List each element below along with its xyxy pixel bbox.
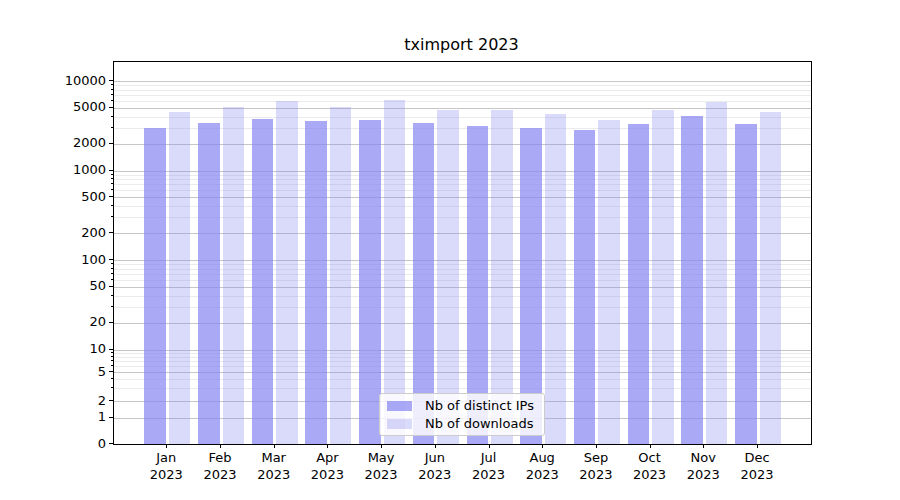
bar-distinct-ips-nov xyxy=(681,116,703,444)
y-minor-tick-mark xyxy=(111,306,114,307)
x-tick-mark xyxy=(274,444,275,448)
y-minor-tick-mark xyxy=(111,365,114,366)
y-tick-label-10: 10 xyxy=(0,341,106,357)
y-minor-tick-mark xyxy=(111,263,114,264)
y-tick-label-0: 0 xyxy=(0,436,106,452)
y-tick-mark xyxy=(109,286,113,287)
legend-label: Nb of downloads xyxy=(425,416,533,431)
y-tick-mark xyxy=(109,232,113,233)
figure: tximport 2023 Nb of distinct IPs Nb of d… xyxy=(0,0,900,500)
x-tick-mark xyxy=(327,444,328,448)
x-tick-mark xyxy=(596,444,597,448)
y-minor-tick-mark xyxy=(111,94,114,95)
y-minor-tick-mark xyxy=(111,174,114,175)
bar-downloads-jan xyxy=(169,112,191,444)
x-tick-mark xyxy=(381,444,382,448)
y-tick-mark xyxy=(109,80,113,81)
y-tick-label-1: 1 xyxy=(0,409,106,425)
bar-distinct-ips-apr xyxy=(305,121,327,444)
y-minor-tick-mark xyxy=(111,178,114,179)
y-minor-tick-mark xyxy=(111,183,114,184)
y-minor-tick-mark xyxy=(111,216,114,217)
y-minor-tick-mark xyxy=(111,378,114,379)
bar-distinct-ips-sep xyxy=(574,130,596,444)
y-tick-mark xyxy=(109,371,113,372)
y-minor-tick-mark xyxy=(111,116,114,117)
y-tick-label-1000: 1000 xyxy=(0,162,106,178)
y-minor-tick-mark xyxy=(111,360,114,361)
y-tick-label-500: 500 xyxy=(0,189,106,205)
y-tick-label-5: 5 xyxy=(0,364,106,380)
y-tick-label-2: 2 xyxy=(0,393,106,409)
legend-swatch-downloads xyxy=(387,419,412,429)
y-minor-tick-mark xyxy=(111,352,114,353)
bar-downloads-aug xyxy=(545,114,567,444)
bar-downloads-oct xyxy=(652,110,674,444)
x-tick-mark xyxy=(166,444,167,448)
bar-distinct-ips-oct xyxy=(628,124,650,444)
x-tick-mark xyxy=(489,444,490,448)
y-minor-tick-mark xyxy=(111,100,114,101)
y-minor-tick-mark xyxy=(111,268,114,269)
bar-downloads-apr xyxy=(330,107,352,444)
y-minor-tick-mark xyxy=(111,127,114,128)
plot-area: Nb of distinct IPs Nb of downloads xyxy=(113,61,812,445)
y-minor-tick-mark xyxy=(111,273,114,274)
x-tick-mark xyxy=(435,444,436,448)
y-tick-mark xyxy=(109,259,113,260)
y-minor-tick-mark xyxy=(111,84,114,85)
y-minor-tick-mark xyxy=(111,387,114,388)
bars-layer xyxy=(114,62,811,444)
x-tick-mark xyxy=(757,444,758,448)
x-tick-mark xyxy=(703,444,704,448)
legend-item-downloads: Nb of downloads xyxy=(387,416,537,431)
y-minor-tick-mark xyxy=(111,189,114,190)
y-minor-tick-mark xyxy=(111,89,114,90)
y-tick-mark xyxy=(109,417,113,418)
y-tick-mark xyxy=(109,349,113,350)
y-tick-label-5000: 5000 xyxy=(0,99,106,115)
y-minor-tick-mark xyxy=(111,356,114,357)
legend-label: Nb of distinct IPs xyxy=(425,398,534,413)
bar-downloads-mar xyxy=(276,101,298,444)
bar-distinct-ips-may xyxy=(359,120,381,444)
bar-downloads-dec xyxy=(760,112,782,444)
bar-downloads-feb xyxy=(223,107,245,444)
y-tick-mark xyxy=(109,196,113,197)
bar-downloads-nov xyxy=(706,102,728,444)
bar-distinct-ips-feb xyxy=(198,123,220,444)
x-tick-mark xyxy=(542,444,543,448)
bar-distinct-ips-jan xyxy=(144,128,166,444)
y-tick-label-2000: 2000 xyxy=(0,135,106,151)
y-minor-tick-mark xyxy=(111,279,114,280)
y-tick-label-50: 50 xyxy=(0,278,106,294)
y-tick-label-10000: 10000 xyxy=(0,73,106,89)
x-tick-mark xyxy=(220,444,221,448)
y-tick-mark xyxy=(109,400,113,401)
y-minor-tick-mark xyxy=(111,295,114,296)
x-tick-label-dec: Dec 2023 xyxy=(725,449,789,483)
y-tick-mark xyxy=(109,322,113,323)
bar-downloads-sep xyxy=(598,120,620,444)
y-tick-mark xyxy=(109,170,113,171)
x-tick-mark xyxy=(650,444,651,448)
legend-swatch-distinct-ips xyxy=(387,401,412,411)
chart-title: tximport 2023 xyxy=(113,35,810,54)
bar-distinct-ips-mar xyxy=(252,119,274,444)
y-tick-mark xyxy=(109,143,113,144)
legend-item-distinct-ips: Nb of distinct IPs xyxy=(387,398,537,413)
y-tick-label-200: 200 xyxy=(0,225,106,241)
y-tick-label-20: 20 xyxy=(0,314,106,330)
y-minor-tick-mark xyxy=(111,205,114,206)
legend: Nb of distinct IPs Nb of downloads xyxy=(379,393,545,436)
y-tick-mark xyxy=(109,443,113,444)
y-tick-label-100: 100 xyxy=(0,252,106,268)
bar-distinct-ips-dec xyxy=(735,124,757,444)
y-tick-mark xyxy=(109,107,113,108)
